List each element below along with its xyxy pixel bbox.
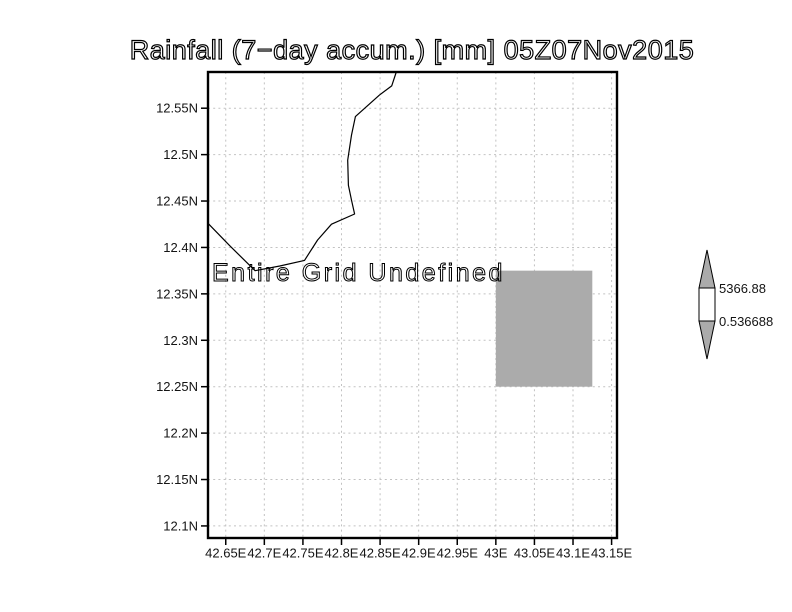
map-frame [206,70,619,540]
y-tick-label: 12.3N [163,333,198,348]
undefined-grid-label: Entire Grid Undefined [212,259,505,288]
shaded-grid-cell [495,270,593,387]
x-tick-label: 42.85E [359,546,401,561]
x-tick-label: 42.75E [282,546,324,561]
x-tick-label: 43E [484,546,507,561]
x-tick-label: 42.65E [205,546,247,561]
x-tick-label: 43.1E [556,546,590,561]
x-tick-label: 43.15E [591,546,633,561]
colorbar-min-label: 0.536688 [719,314,774,329]
y-tick-label: 12.55N [156,101,198,116]
y-tick-label: 12.45N [156,194,198,209]
y-tick-label: 12.25N [156,379,198,394]
y-tick-label: 12.4N [163,240,198,255]
y-tick-label: 12.1N [163,518,198,533]
colorbar-down-arrow [698,320,716,360]
colorbar-max-label: 5366.88 [719,281,766,296]
plot-title: Rainfall (7−day accum.) [mm] 05Z07Nov201… [129,34,695,65]
x-tick-label: 43.05E [514,546,556,561]
x-tick-label: 42.9E [402,546,436,561]
y-tick-label: 12.15N [156,472,198,487]
x-tick-label: 42.8E [325,546,359,561]
colorbar-box [698,287,716,322]
coastline [207,71,397,272]
x-tick-label: 42.7E [247,546,281,561]
y-tick-label: 12.2N [163,426,198,441]
x-tick-label: 42.95E [437,546,479,561]
colorbar-up-arrow [698,249,716,289]
y-tick-label: 12.35N [156,286,198,301]
y-tick-label: 12.5N [163,147,198,162]
